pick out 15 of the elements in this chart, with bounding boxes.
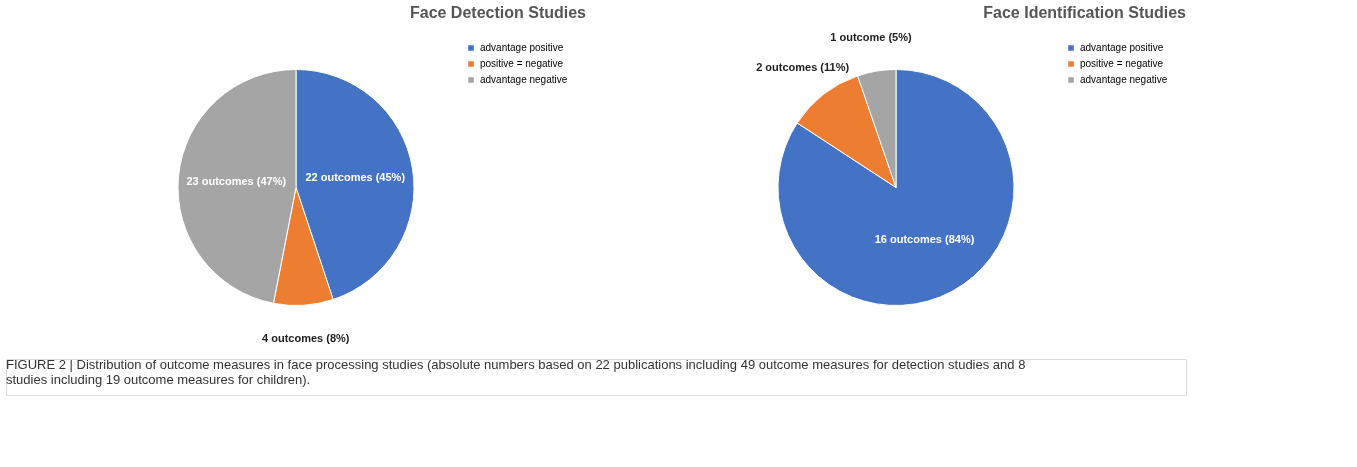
legend-label: advantage positive — [1080, 42, 1164, 53]
data-label: 1 outcome (5%) — [830, 30, 912, 43]
data-label: 2 outcomes (11%) — [756, 60, 850, 73]
legend-label: advantage negative — [1080, 74, 1168, 85]
legend-label: positive = negative — [480, 58, 564, 69]
data-label: 23 outcomes (47%) — [186, 174, 287, 187]
chart-title: Face Detection Studies — [409, 4, 587, 21]
data-label: 16 outcomes (84%) — [874, 233, 975, 246]
chart-title: Face Identification Studies — [983, 4, 1187, 21]
legend-label: advantage negative — [480, 74, 568, 85]
data-label: 22 outcomes (45%) — [305, 170, 406, 183]
caption: FIGURE 2 | Distribution of outcome measures in face processing studies (absolute numbers based on 22 publications including 49 outcome measures for detection studies and 8 studies including 19 outcome measures for children). — [6, 357, 1026, 387]
data-label: 4 outcomes (8%) — [262, 332, 350, 345]
legend-label: positive = negative — [1080, 58, 1164, 69]
legend-label: advantage positive — [480, 42, 564, 53]
